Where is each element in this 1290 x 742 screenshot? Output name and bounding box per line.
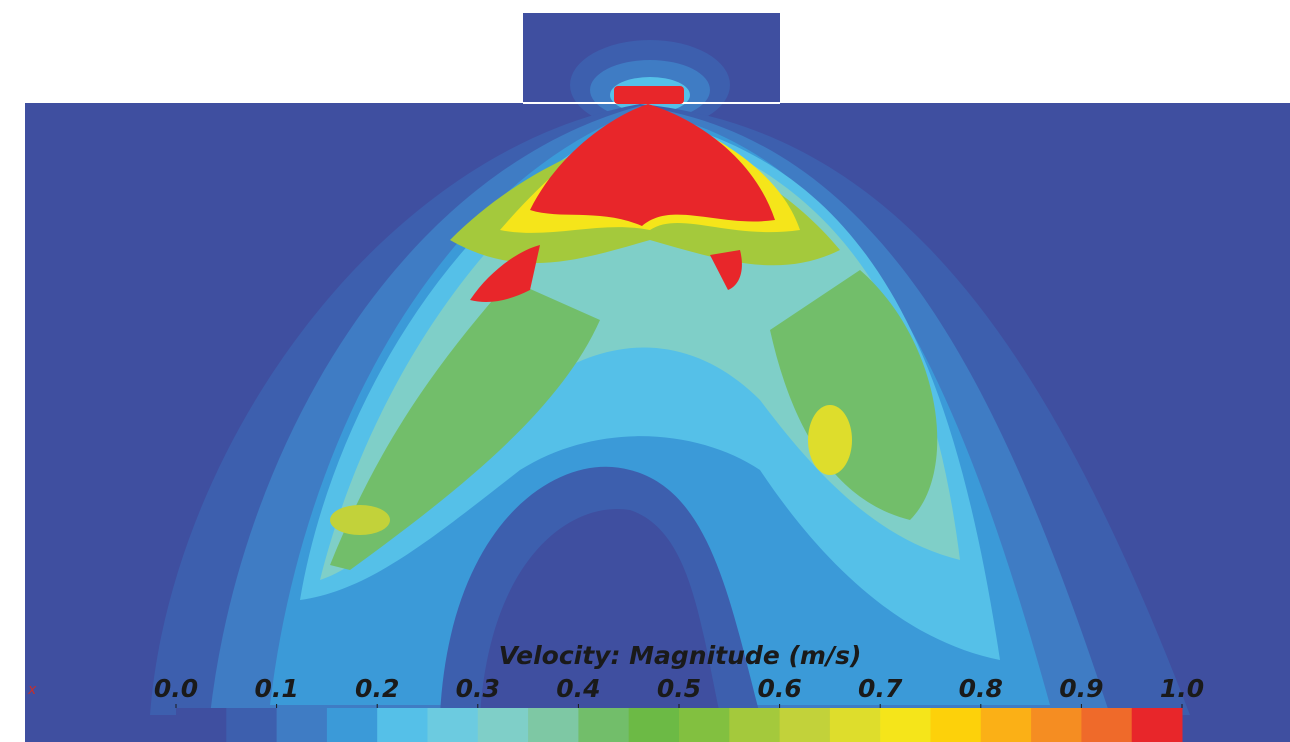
contour-band [330, 505, 390, 535]
color-swatch [1031, 708, 1082, 742]
color-swatch [176, 708, 227, 742]
axis-label: x [27, 682, 37, 698]
nozzle [614, 86, 684, 104]
colorbar-tick-label: 0.0 [154, 674, 198, 703]
colorbar-tick-label: 0.7 [858, 674, 903, 703]
colorbar-tick-label: 0.4 [556, 674, 600, 703]
colorbar-tick-label: 0.9 [1059, 674, 1103, 703]
color-swatch [830, 708, 881, 742]
color-swatch [226, 708, 277, 742]
colorbar-tick-label: 0.5 [657, 674, 701, 703]
chart: Velocity: Magnitude (m/s) x 0.0 0.1 0.2 0.3… [0, 0, 1290, 742]
color-swatch [729, 708, 780, 742]
colorbar-tick-label: 0.1 [254, 674, 298, 703]
color-swatch [629, 708, 680, 742]
colorbar-tick-label: 1.0 [1160, 674, 1204, 703]
color-swatch [780, 708, 831, 742]
colorbar-tick-label: 0.8 [959, 674, 1003, 703]
color-swatch [679, 708, 730, 742]
color-swatch [981, 708, 1032, 742]
color-swatch [478, 708, 529, 742]
color-swatch [880, 708, 931, 742]
page: {"chart_data": {"type": "contour", "titl… [0, 0, 1290, 742]
colorbar-tick-label: 0.2 [355, 674, 399, 703]
flow-field [25, 13, 1290, 742]
color-swatch [327, 708, 378, 742]
colorbar-tick-label: 0.3 [456, 674, 500, 703]
color-swatch [377, 708, 428, 742]
colorbar-tick-label: 0.6 [757, 674, 801, 703]
color-swatch [931, 708, 982, 742]
color-swatch [528, 708, 579, 742]
color-swatch [578, 708, 629, 742]
color-swatch [1132, 708, 1183, 742]
color-swatch [428, 708, 479, 742]
color-swatch [277, 708, 328, 742]
contour-band [808, 405, 852, 475]
color-swatch [1081, 708, 1132, 742]
colorbar-title: Velocity: Magnitude (m/s) [499, 641, 862, 670]
